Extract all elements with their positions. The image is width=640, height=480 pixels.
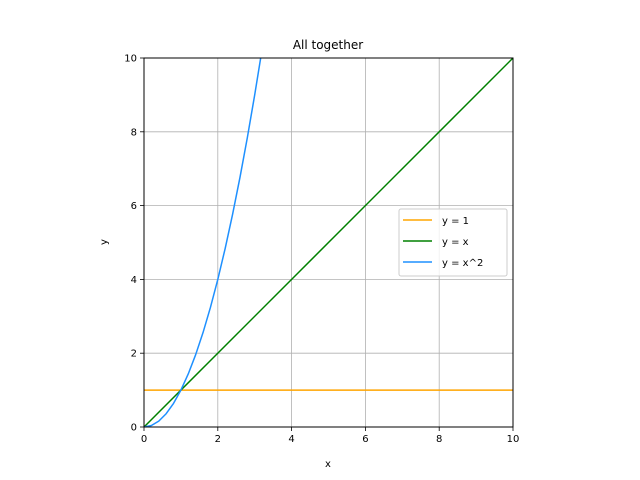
x-tick-label: 4: [288, 434, 294, 445]
legend: y = 1 y = x y = x^2: [398, 208, 508, 277]
legend-label-1: y = x: [442, 237, 469, 248]
legend-label-2: y = x^2: [442, 258, 483, 269]
x-tick-label: 8: [436, 434, 442, 445]
y-tick-label: 4: [131, 275, 137, 286]
series-lines: [144, 58, 513, 427]
y-tick-label: 2: [131, 349, 137, 360]
x-tick-label: 2: [215, 434, 221, 445]
y-tick-label: 0: [131, 423, 137, 434]
x-tick-label: 0: [141, 434, 147, 445]
y-tick-label: 6: [131, 201, 137, 212]
legend-box: [398, 208, 508, 277]
axis-ticks: 0 2 4 6 8 10 0 2 4 6 8 10: [124, 54, 519, 446]
legend-label-0: y = 1: [442, 216, 469, 227]
y-tick-label: 10: [124, 54, 137, 65]
plot-area-frame: [143, 57, 514, 428]
series-line-1: [144, 58, 513, 427]
y-tick-label: 8: [131, 127, 137, 138]
series-line-2: [144, 58, 262, 427]
y-axis-label: y: [99, 239, 110, 245]
x-axis-label: x: [325, 459, 331, 470]
x-tick-label: 6: [362, 434, 368, 445]
chart-title: All together: [293, 38, 363, 52]
x-tick-label: 10: [507, 434, 520, 445]
